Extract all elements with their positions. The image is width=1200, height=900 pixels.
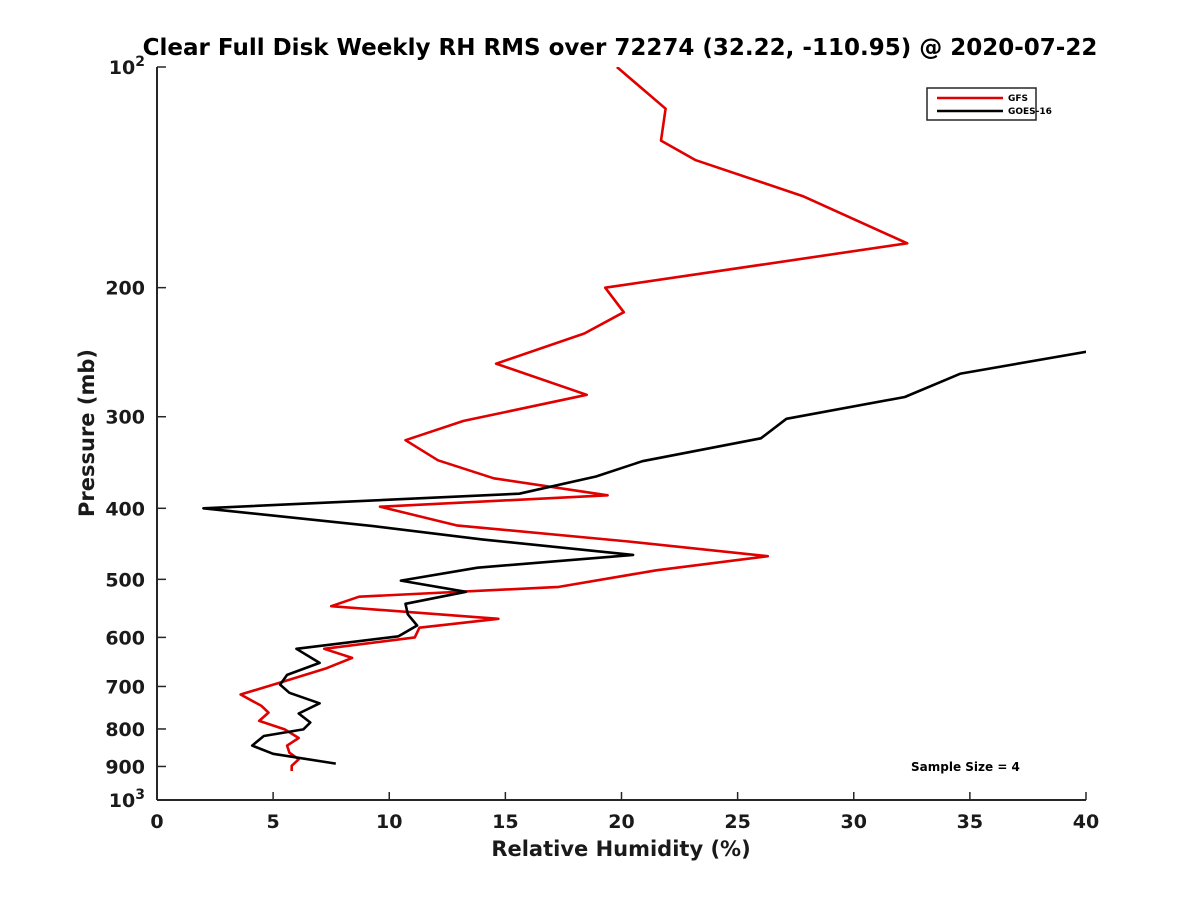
x-ticks: 0 5 10 15 20 25 30 35 40 [150,792,1099,833]
y-tick-label: 500 [105,569,145,591]
x-tick-label: 30 [841,811,867,833]
x-tick-label: 15 [492,811,518,833]
y-tick-label: 103 [109,787,145,812]
legend-label-gfs: GFS [1008,94,1028,104]
y-tick-label: 400 [105,498,145,520]
y-axis-label: Pressure (mb) [75,349,99,517]
y-tick-label: 900 [105,756,145,778]
axes-layer [156,67,1086,801]
sample-size-annotation: Sample Size = 4 [911,760,1020,774]
x-tick-label: 20 [608,811,634,833]
y-tick-label: 102 [109,54,145,79]
x-axis-label: Relative Humidity (%) [491,837,750,861]
y-tick-label: 600 [105,627,145,649]
x-tick-label: 25 [724,811,750,833]
y-tick-label: 700 [105,676,145,698]
y-ticks: 102 200 300 400 500 600 700 800 900 103 [105,54,166,812]
x-tick-label: 5 [267,811,280,833]
series-layer [202,67,1086,771]
legend-label-goes16: GOES-16 [1008,107,1052,117]
x-tick-label: 35 [957,811,983,833]
y-tick-label: 300 [105,407,145,429]
series-line-gfs [239,67,909,771]
x-tick-label: 40 [1073,811,1099,833]
y-tick-label: 200 [105,278,145,300]
legend: GFS GOES-16 [926,87,1052,121]
legend-box [926,87,1037,121]
y-tick-label: 800 [105,719,145,741]
x-tick-label: 0 [150,811,163,833]
chart-title: Clear Full Disk Weekly RH RMS over 72274… [143,35,1098,61]
series-line-goes-16 [202,350,1086,765]
x-tick-label: 10 [376,811,402,833]
